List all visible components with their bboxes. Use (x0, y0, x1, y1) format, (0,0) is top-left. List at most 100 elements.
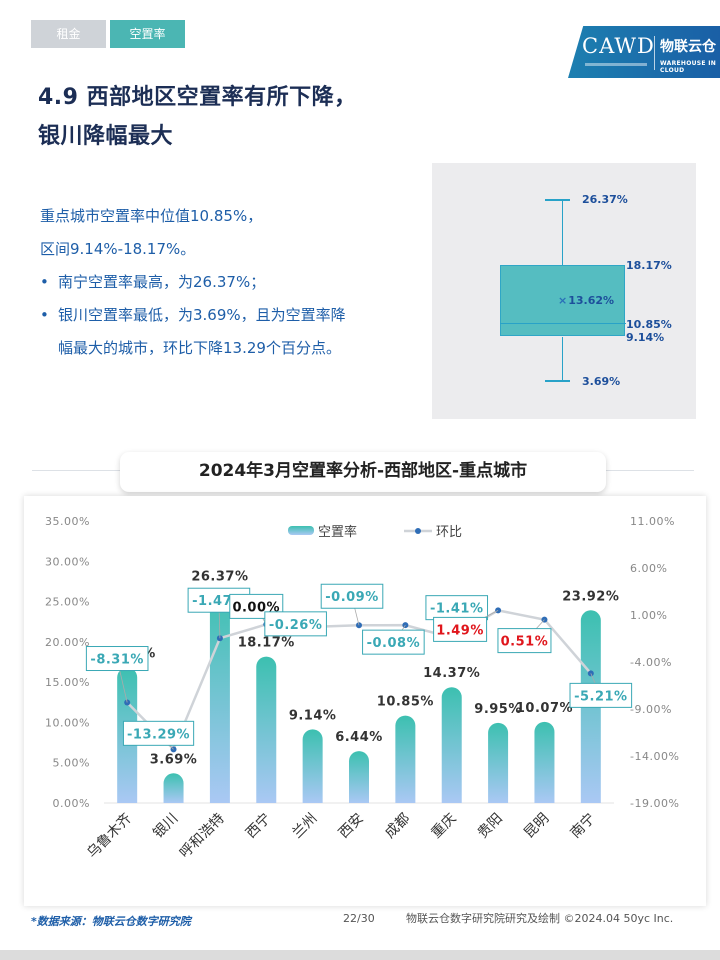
boxplot-mean-marker-icon: × (558, 294, 568, 307)
top-tabs: 租金 空置率 (31, 20, 185, 48)
summary-line2: 区间9.14%-18.17%。 (40, 240, 196, 258)
page-title-line2: 银川降幅最大 (38, 124, 174, 149)
y-left-tick-label: 30.00% (45, 555, 90, 568)
y-right-tick-label: 11.00% (630, 515, 675, 528)
line-label-box (425, 595, 489, 621)
boxplot-lower-whisker (562, 337, 563, 380)
bar (349, 751, 369, 803)
page-title: 4.9 西部地区空置率有所下降， 银川降幅最大 (38, 78, 357, 156)
y-right-tick-label: -9.00% (630, 703, 672, 716)
logo-brand-en: WAREHOUSE IN CLOUD (660, 60, 717, 74)
legend-line-label: 环比 (436, 525, 462, 540)
boxplot-mean-label: ×13.62% (558, 294, 614, 307)
boxplot-panel: 26.37% 18.17% ×13.62% 10.85% 9.14% 3.69% (432, 163, 696, 419)
bar (488, 722, 509, 803)
line-point (124, 699, 131, 706)
line-value-label: -0.26% (269, 618, 323, 633)
line-value-label: 1.49% (436, 623, 484, 638)
y-left-tick-label: 5.00% (53, 757, 90, 770)
y-left-tick-label: 25.00% (45, 596, 90, 609)
line-label-box (320, 583, 384, 609)
bar (395, 715, 416, 803)
logo-mark: 物联云仓 (660, 39, 716, 55)
summary-bullet-1: 南宁空置率最高，为26.37%； (40, 266, 430, 299)
line-value-label: -5.21% (574, 689, 628, 704)
bar (209, 590, 230, 803)
summary-bullet-2-line2: 幅最大的城市，环比下降13.29个百分点。 (58, 339, 341, 357)
line-label-box (122, 720, 195, 746)
data-source-note: *数据来源：物联云仓数字研究院 (31, 915, 191, 928)
bar-value-label: 18.17% (238, 636, 295, 651)
bottom-bar (0, 950, 720, 960)
x-category-label: 呼和浩特 (177, 811, 228, 862)
summary-bullet-2-line1: 银川空置率最低，为3.69%，且为空置率降 (58, 306, 346, 324)
logo-text: CAWD (582, 34, 655, 58)
y-right-tick-label: -14.00% (630, 750, 679, 763)
x-category-label: 成都 (382, 811, 413, 842)
logo-divider (654, 36, 655, 70)
boxplot-median-label: 10.85% (626, 318, 672, 331)
boxplot-max-label: 26.37% (582, 193, 628, 206)
line-point (402, 622, 409, 629)
tab-vacancy-rate[interactable]: 空置率 (110, 20, 185, 48)
line-value-label: 0.51% (501, 635, 549, 650)
line-point (216, 635, 223, 642)
bar-value-label: 23.92% (562, 589, 619, 604)
logo-subline (585, 63, 647, 66)
y-right-tick-label: -4.00% (630, 656, 672, 669)
x-category-label: 乌鲁木齐 (84, 811, 135, 862)
bar (441, 687, 462, 803)
boxplot-median-line (500, 323, 626, 324)
y-right-tick-label: 1.00% (630, 609, 667, 622)
bar (256, 656, 277, 803)
x-category-label: 南宁 (567, 810, 599, 842)
legend-bar-swatch (288, 526, 314, 535)
boxplot-upper-whisker (562, 199, 563, 265)
boxplot-q3-label: 18.17% (626, 259, 672, 272)
boxplot-min-cap (545, 380, 570, 382)
line-label-box (569, 682, 633, 708)
y-left-tick-label: 20.00% (45, 636, 90, 649)
y-left-tick-label: 35.00% (45, 515, 90, 528)
bar-value-label: 14.37% (423, 666, 480, 681)
bar-value-label: 3.69% (150, 752, 198, 767)
bar (534, 721, 555, 803)
x-category-label: 重庆 (428, 811, 459, 842)
line-label-box (497, 628, 552, 654)
boxplot-min-label: 3.69% (582, 375, 621, 388)
x-category-label: 西安 (336, 811, 367, 842)
y-left-tick-label: 15.00% (45, 676, 90, 689)
line-value-label: -8.31% (90, 653, 144, 668)
chart-title: 2024年3月空置率分析-西部地区-重点城市 (120, 452, 606, 492)
brand-logo: CAWD 物联云仓 WAREHOUSE IN CLOUD (568, 26, 720, 78)
combo-chart: 0.00% 5.00% 10.00% 15.00% 20.00% 25.00% 30.00%… (24, 496, 706, 906)
legend-bar-label: 空置率 (318, 524, 357, 540)
footer-credit: 物联云仓数字研究院研究及绘制 ©2024.04 50yc Inc. (406, 912, 674, 925)
y-left-tick-label: 10.00% (45, 716, 90, 729)
y-right-tick-label: -19.00% (630, 797, 679, 810)
line-value-label: -0.09% (325, 590, 379, 605)
bar-value-label: 10.07% (516, 701, 573, 716)
bar-value-label: 26.37% (191, 570, 248, 585)
summary-bullet-2: 银川空置率最低，为3.69%，且为空置率降 幅最大的城市，环比下降13.29个百… (40, 299, 430, 365)
line-value-label: -1.41% (430, 602, 484, 617)
summary-text: 重点城市空置率中位值10.85%， 区间9.14%-18.17%。 南宁空置率最… (40, 200, 430, 365)
x-category-label: 银川 (150, 811, 181, 842)
tab-rent[interactable]: 租金 (31, 20, 106, 48)
boxplot-box (500, 265, 625, 336)
x-category-label: 贵阳 (475, 811, 506, 842)
boxplot-max-cap (545, 199, 570, 201)
summary-line1: 重点城市空置率中位值10.85%， (40, 207, 263, 225)
line-label-box (433, 616, 488, 642)
bar-value-label: 10.85% (377, 695, 434, 710)
bar-value-label: 9.95% (474, 702, 522, 717)
line-label-box (264, 611, 327, 637)
y-left-tick-label: 0.00% (53, 797, 90, 810)
x-category-label: 兰州 (289, 811, 320, 842)
line-label-box (85, 646, 149, 672)
page-number: 22/30 (343, 912, 375, 925)
x-category-label: 西宁 (242, 810, 274, 842)
x-category-label: 昆明 (521, 811, 552, 842)
boxplot-mean-value: 13.62% (568, 294, 615, 307)
chart-canvas: 0.00% 5.00% 10.00% 15.00% 20.00% 25.00% 30.00%… (45, 515, 679, 862)
